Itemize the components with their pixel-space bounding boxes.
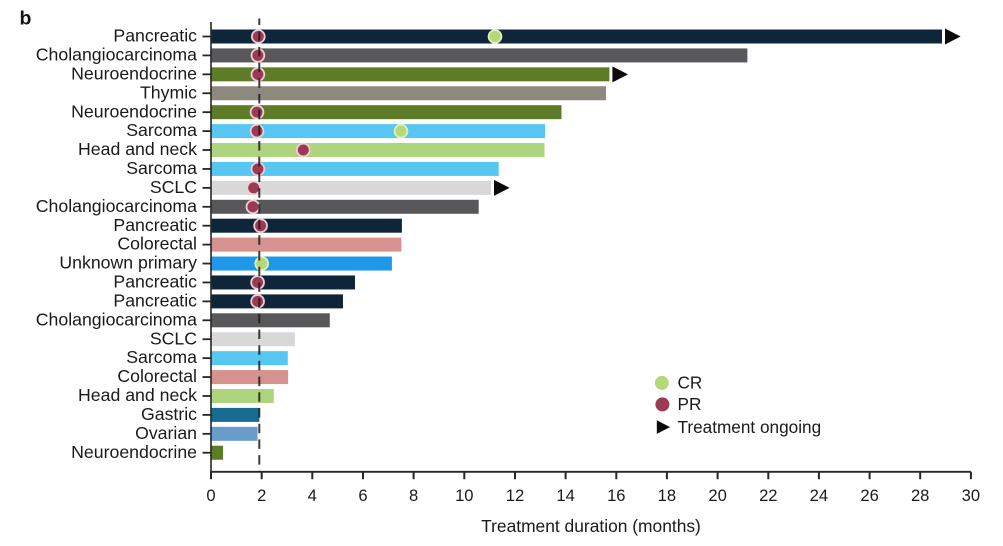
- svg-text:Pancreatic: Pancreatic: [113, 26, 197, 46]
- svg-text:Pancreatic: Pancreatic: [113, 215, 197, 235]
- svg-text:Treatment duration (months): Treatment duration (months): [481, 516, 701, 536]
- svg-text:Sarcoma: Sarcoma: [126, 158, 197, 178]
- svg-text:30: 30: [962, 486, 980, 505]
- svg-text:Colorectal: Colorectal: [117, 234, 197, 254]
- svg-text:Head and neck: Head and neck: [78, 139, 197, 159]
- svg-text:Sarcoma: Sarcoma: [126, 120, 197, 140]
- svg-text:SCLC: SCLC: [150, 177, 197, 197]
- svg-text:Ovarian: Ovarian: [135, 423, 197, 443]
- svg-text:28: 28: [911, 486, 929, 505]
- svg-text:Thymic: Thymic: [140, 82, 197, 102]
- svg-text:Cholangiocarcinoma: Cholangiocarcinoma: [36, 309, 197, 329]
- svg-text:24: 24: [810, 486, 828, 505]
- svg-text:SCLC: SCLC: [150, 328, 197, 348]
- svg-text:Colorectal: Colorectal: [117, 366, 197, 386]
- svg-text:2: 2: [257, 486, 266, 505]
- svg-text:Pancreatic: Pancreatic: [113, 290, 197, 310]
- svg-text:20: 20: [708, 486, 726, 505]
- svg-text:4: 4: [308, 486, 317, 505]
- svg-text:Sarcoma: Sarcoma: [126, 347, 197, 367]
- svg-text:CR: CR: [678, 373, 703, 393]
- svg-text:Neuroendocrine: Neuroendocrine: [71, 63, 197, 83]
- svg-text:Neuroendocrine: Neuroendocrine: [71, 442, 197, 462]
- svg-text:Gastric: Gastric: [141, 404, 197, 424]
- svg-text:Head and neck: Head and neck: [78, 385, 197, 405]
- svg-text:b: b: [20, 8, 32, 30]
- svg-text:6: 6: [358, 486, 367, 505]
- svg-text:PR: PR: [678, 394, 702, 414]
- svg-text:8: 8: [409, 486, 418, 505]
- svg-text:Cholangiocarcinoma: Cholangiocarcinoma: [36, 45, 197, 65]
- svg-text:Treatment ongoing: Treatment ongoing: [678, 417, 822, 437]
- svg-text:14: 14: [556, 486, 574, 505]
- svg-text:16: 16: [607, 486, 625, 505]
- svg-text:12: 12: [506, 486, 524, 505]
- svg-text:22: 22: [759, 486, 777, 505]
- svg-text:26: 26: [860, 486, 878, 505]
- svg-text:Unknown primary: Unknown primary: [59, 253, 197, 273]
- svg-text:Cholangiocarcinoma: Cholangiocarcinoma: [36, 196, 197, 216]
- svg-text:Pancreatic: Pancreatic: [113, 272, 197, 292]
- svg-text:Neuroendocrine: Neuroendocrine: [71, 101, 197, 121]
- svg-text:10: 10: [455, 486, 473, 505]
- svg-text:0: 0: [206, 486, 215, 505]
- svg-text:18: 18: [658, 486, 676, 505]
